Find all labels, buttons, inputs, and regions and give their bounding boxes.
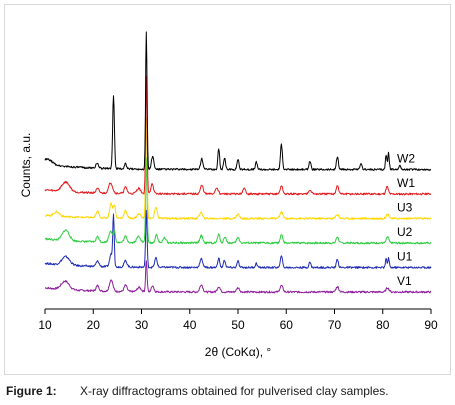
x-tick-label: 40 (183, 318, 197, 332)
series-trace-v1 (44, 260, 432, 294)
y-axis-label: Counts, a.u. (19, 133, 33, 198)
series-trace-w1 (44, 75, 432, 196)
x-tick-label: 70 (328, 318, 342, 332)
x-tick-label: 20 (87, 318, 101, 332)
caption-text: X-ray diffractograms obtained for pulver… (80, 384, 389, 398)
x-axis-label: 2θ (CoKα), ° (205, 345, 272, 359)
x-tick-label: 80 (376, 318, 390, 332)
x-tick-label: 90 (424, 318, 438, 332)
series-label-w1: W1 (397, 176, 415, 190)
series-label-w2: W2 (397, 152, 415, 166)
figure-caption: Figure 1: X-ray diffractograms obtained f… (6, 382, 451, 400)
x-tick-label: 30 (135, 318, 149, 332)
xrd-chart: 10 20 30 40 50 60 70 80 90 V1 U1 U2 U3 W1 W2 Counts, … (19, 31, 438, 359)
x-tick-label: 10 (38, 318, 52, 332)
series-trace-u2 (44, 157, 432, 245)
x-ticks-group: 10 20 30 40 50 60 70 80 90 (38, 309, 438, 332)
x-tick-label: 50 (231, 318, 245, 332)
series-label-u3: U3 (397, 201, 413, 215)
series-label-u1: U1 (397, 250, 413, 264)
caption-label: Figure 1: (6, 384, 57, 398)
series-trace-w2 (44, 31, 432, 171)
figure-frame (4, 4, 451, 375)
traces-group (44, 31, 432, 294)
series-label-v1: V1 (397, 274, 412, 288)
series-trace-u3 (44, 117, 432, 220)
series-trace-u1 (44, 209, 432, 269)
series-label-u2: U2 (397, 225, 413, 239)
x-tick-label: 60 (280, 318, 294, 332)
series-labels-group: V1 U1 U2 U3 W1 W2 (397, 152, 415, 289)
